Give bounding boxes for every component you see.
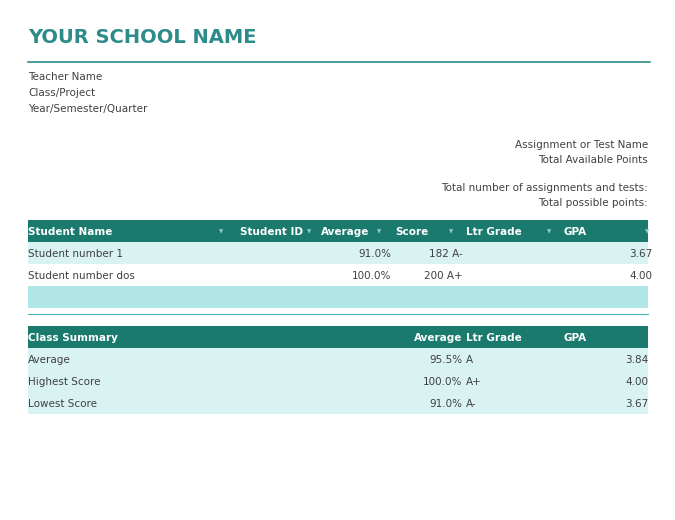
Text: ▼: ▼ xyxy=(377,229,381,235)
Text: ▼: ▼ xyxy=(547,229,551,235)
Text: 100.0%: 100.0% xyxy=(423,377,462,387)
Text: Year/Semester/Quarter: Year/Semester/Quarter xyxy=(28,104,147,114)
Text: Average: Average xyxy=(28,355,71,365)
Text: ▼: ▼ xyxy=(219,229,223,235)
FancyBboxPatch shape xyxy=(28,370,648,392)
Text: Student Name: Student Name xyxy=(28,227,113,237)
Text: 3.67: 3.67 xyxy=(630,249,653,259)
FancyBboxPatch shape xyxy=(28,264,648,286)
FancyBboxPatch shape xyxy=(28,220,648,242)
Text: Highest Score: Highest Score xyxy=(28,377,101,387)
Text: 91.0%: 91.0% xyxy=(429,399,462,409)
Text: ▼: ▼ xyxy=(449,229,453,235)
Text: 200 A+: 200 A+ xyxy=(424,271,462,281)
Text: Class Summary: Class Summary xyxy=(28,333,118,343)
Text: Average: Average xyxy=(321,227,369,237)
Text: 4.00: 4.00 xyxy=(625,377,648,387)
Text: ▼: ▼ xyxy=(645,229,649,235)
Text: 182 A-: 182 A- xyxy=(429,249,462,259)
Text: Total Available Points: Total Available Points xyxy=(538,155,648,165)
Text: Student ID: Student ID xyxy=(240,227,302,237)
Text: Lowest Score: Lowest Score xyxy=(28,399,97,409)
Text: Ltr Grade: Ltr Grade xyxy=(466,333,522,343)
Text: Teacher Name: Teacher Name xyxy=(28,72,102,82)
Text: Total number of assignments and tests:: Total number of assignments and tests: xyxy=(441,183,648,193)
Text: 91.0%: 91.0% xyxy=(358,249,391,259)
FancyBboxPatch shape xyxy=(28,348,648,370)
Text: GPA: GPA xyxy=(564,227,587,237)
Text: Assignment or Test Name: Assignment or Test Name xyxy=(515,140,648,150)
Text: Student number 1: Student number 1 xyxy=(28,249,124,259)
Text: Score: Score xyxy=(395,227,428,237)
FancyBboxPatch shape xyxy=(28,326,648,348)
Text: Average: Average xyxy=(414,333,462,343)
Text: 4.00: 4.00 xyxy=(630,271,653,281)
Text: A+: A+ xyxy=(466,377,481,387)
Text: 3.67: 3.67 xyxy=(625,399,648,409)
Text: GPA: GPA xyxy=(564,333,587,343)
FancyBboxPatch shape xyxy=(28,242,648,264)
Text: Total possible points:: Total possible points: xyxy=(538,198,648,208)
FancyBboxPatch shape xyxy=(28,286,648,308)
Text: 95.5%: 95.5% xyxy=(429,355,462,365)
Text: A: A xyxy=(466,355,473,365)
Text: ▼: ▼ xyxy=(307,229,311,235)
Text: Student number dos: Student number dos xyxy=(28,271,135,281)
Text: Ltr Grade: Ltr Grade xyxy=(466,227,522,237)
Text: 100.0%: 100.0% xyxy=(352,271,392,281)
Text: 3.84: 3.84 xyxy=(625,355,648,365)
Text: A-: A- xyxy=(466,399,477,409)
FancyBboxPatch shape xyxy=(28,392,648,414)
Text: YOUR SCHOOL NAME: YOUR SCHOOL NAME xyxy=(28,28,256,47)
Text: Class/Project: Class/Project xyxy=(28,88,95,98)
